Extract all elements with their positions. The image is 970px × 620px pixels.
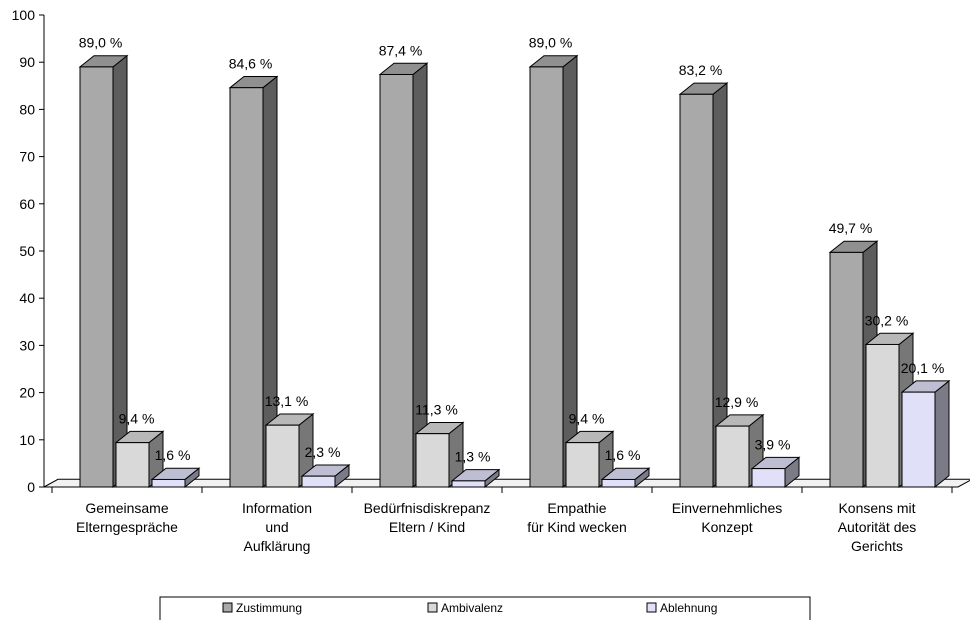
bar-front (379, 73, 414, 488)
bar (750, 456, 801, 489)
legend-label: Zustimmung (236, 601, 302, 615)
bar (150, 467, 201, 489)
bar-front (115, 442, 150, 488)
bar (78, 54, 129, 489)
category-label: Bedürfnisdiskrepanz Eltern / Kind (364, 500, 491, 535)
category-label: Konsens mit Autorität des Gerichts (838, 500, 917, 554)
bar (564, 430, 615, 489)
data-label: 89,0 % (529, 35, 573, 51)
category-label-line: Gemeinsame (85, 500, 168, 516)
legend: Zustimmung Ambivalenz Ablehnung (159, 596, 811, 620)
bar (378, 62, 429, 489)
category-label-line: Aufklärung (244, 538, 311, 554)
data-label: 3,9 % (755, 436, 791, 452)
bar-front (679, 93, 714, 488)
y-tick-label: 70 (19, 149, 35, 165)
bar (528, 54, 579, 489)
bar-front (229, 87, 264, 488)
bar-front (565, 442, 600, 488)
bar-side (412, 62, 428, 489)
bar (228, 75, 279, 489)
bars (78, 54, 951, 489)
data-label: 12,9 % (715, 394, 759, 410)
data-label: 9,4 % (119, 410, 155, 426)
legend-swatch (427, 602, 438, 613)
data-label: 87,4 % (379, 42, 423, 58)
category-label-line: Autorität des (838, 519, 917, 535)
legend-label: Ambivalenz (441, 601, 503, 615)
category-label-line: Elterngespräche (76, 519, 178, 535)
data-label: 2,3 % (305, 444, 341, 460)
y-tick-label: 90 (19, 54, 35, 70)
category-label-line: Konsens mit (838, 500, 915, 516)
bar (414, 421, 465, 489)
legend-label: Ablehnung (660, 601, 717, 615)
data-label: 30,2 % (865, 312, 909, 328)
data-label: 20,1 % (901, 360, 945, 376)
category-label-line: für Kind wecken (527, 519, 627, 535)
data-label: 11,3 % (415, 401, 458, 417)
y-tick-label: 0 (27, 479, 35, 495)
y-tick-label: 40 (19, 290, 35, 306)
bar-front (751, 468, 786, 488)
data-label: 84,6 % (229, 55, 273, 71)
data-label: 89,0 % (79, 35, 123, 51)
bar-front (865, 343, 900, 488)
category-label: Einvernehmliches Konzept (672, 500, 783, 535)
category-label: Gemeinsame Elterngespräche (76, 500, 178, 535)
bar (600, 467, 651, 489)
data-label: 13,1 % (265, 393, 309, 409)
category-label-line: Einvernehmliches (672, 500, 783, 516)
category-label-line: Eltern / Kind (389, 519, 465, 535)
bar-front (265, 424, 300, 488)
bar-front (715, 425, 750, 488)
legend-swatch (646, 602, 657, 613)
data-label: 9,4 % (569, 410, 605, 426)
data-label: 1,6 % (155, 447, 191, 463)
data-label: 1,6 % (605, 447, 641, 463)
y-tick-label: 20 (19, 385, 35, 401)
y-tick-label: 50 (19, 243, 35, 259)
bar-front (151, 478, 186, 488)
bar-front (451, 480, 486, 488)
bar-front (601, 478, 636, 488)
data-label: 83,2 % (679, 62, 723, 78)
data-label: 49,7 % (829, 220, 873, 236)
bar-front (301, 475, 336, 488)
y-tick-label: 100 (12, 7, 36, 23)
category-label-line: Empathie (547, 500, 606, 516)
bar (264, 412, 315, 489)
data-label: 1,3 % (455, 449, 491, 465)
y-tick-label: 60 (19, 196, 35, 212)
legend-swatch (222, 602, 233, 613)
bar-side (934, 379, 950, 489)
bar-front (415, 433, 450, 488)
y-tick-label: 30 (19, 337, 35, 353)
bar-front (901, 391, 936, 488)
bar (678, 82, 729, 489)
bar (900, 379, 951, 489)
category-label-line: Gerichts (851, 538, 903, 554)
bar (300, 463, 351, 489)
category-label: Information und Aufklärung (242, 500, 312, 554)
category-label: Empathie für Kind wecken (527, 500, 627, 535)
y-tick-label: 80 (19, 101, 35, 117)
bar-front (529, 66, 564, 488)
category-label-line: Konzept (701, 519, 752, 535)
bar-front (829, 251, 864, 488)
data-labels: 89,0 % 9,4 % 1,6 % 84,6 % 13,1 % 2,3 % 87,4 % 1… (79, 35, 945, 465)
y-tick-label: 10 (19, 432, 35, 448)
category-label-line: Information (242, 500, 312, 516)
category-label-line: Bedürfnisdiskrepanz (364, 500, 491, 516)
category-label-line: und (265, 519, 288, 535)
bar-front (79, 66, 114, 488)
bar (450, 468, 501, 489)
